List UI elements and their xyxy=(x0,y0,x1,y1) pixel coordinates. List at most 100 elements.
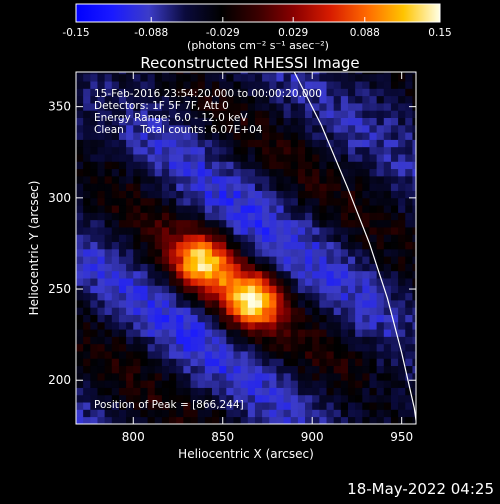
heatmap-cell xyxy=(290,197,299,206)
heatmap-cell xyxy=(233,402,242,410)
heatmap-cell xyxy=(262,241,270,250)
heatmap-cell xyxy=(104,227,113,235)
heatmap-cell xyxy=(176,387,184,396)
heatmap-cell xyxy=(412,358,416,367)
heatmap-cell xyxy=(297,197,306,206)
heatmap-cell xyxy=(247,95,256,104)
heatmap-cell xyxy=(133,329,141,337)
heatmap-cell xyxy=(169,329,177,337)
heatmap-cell xyxy=(90,351,98,359)
heatmap-cell xyxy=(140,292,148,301)
heatmap-cell xyxy=(83,402,91,410)
heatmap-cell xyxy=(233,197,242,206)
heatmap-cell xyxy=(355,299,363,308)
heatmap-cell xyxy=(412,299,416,308)
heatmap-cell xyxy=(348,227,356,235)
heatmap-cell xyxy=(133,205,141,213)
heatmap-cell xyxy=(169,146,177,155)
heatmap-cell xyxy=(290,278,299,286)
heatmap-cell xyxy=(104,314,113,323)
heatmap-cell xyxy=(390,72,399,75)
heatmap-cell xyxy=(340,248,349,257)
heatmap-cell xyxy=(219,307,227,315)
heatmap-cell xyxy=(197,278,206,286)
heatmap-cell xyxy=(161,103,170,111)
heatmap-cell xyxy=(362,343,370,352)
heatmap-cell xyxy=(140,387,148,396)
heatmap-cell xyxy=(405,88,413,97)
heatmap-cell xyxy=(348,343,356,352)
heatmap-cell xyxy=(405,154,413,162)
heatmap-cell xyxy=(376,329,385,337)
heatmap-cell xyxy=(355,168,363,177)
heatmap-cell xyxy=(140,124,148,133)
heatmap-cell xyxy=(176,299,184,308)
heatmap-cell xyxy=(319,299,327,308)
heatmap-cell xyxy=(276,394,284,403)
heatmap-cell xyxy=(233,387,242,396)
heatmap-cell xyxy=(212,372,220,381)
heatmap-cell xyxy=(262,234,270,243)
heatmap-cell xyxy=(161,285,170,294)
heatmap-cell xyxy=(326,95,335,104)
heatmap-cell xyxy=(340,358,349,367)
heatmap-cell xyxy=(111,227,120,235)
heatmap-cell xyxy=(326,241,335,250)
heatmap-cell xyxy=(154,351,163,359)
heatmap-cell xyxy=(319,88,327,97)
heatmap-cell xyxy=(104,409,113,418)
heatmap-cell xyxy=(90,256,98,264)
heatmap-cell xyxy=(147,416,156,424)
heatmap-cell xyxy=(276,117,284,126)
heatmap-cell xyxy=(104,263,113,272)
heatmap-cell xyxy=(319,372,327,381)
heatmap-cell xyxy=(190,234,199,243)
heatmap-cell xyxy=(283,190,292,199)
heatmap-cell xyxy=(319,227,327,235)
heatmap-cell xyxy=(247,241,256,250)
heatmap-cell xyxy=(412,351,416,359)
heatmap-cell xyxy=(340,132,349,140)
heatmap-cell xyxy=(254,103,263,111)
heatmap-cell xyxy=(319,103,327,111)
heatmap-cell xyxy=(147,394,156,403)
heatmap-cell xyxy=(276,387,284,396)
heatmap-cell xyxy=(312,197,320,206)
heatmap-cell xyxy=(219,292,227,301)
heatmap-cell xyxy=(190,270,199,279)
heatmap-cell xyxy=(362,351,370,359)
heatmap-cell xyxy=(254,351,263,359)
heatmap-cell xyxy=(390,292,399,301)
heatmap-cell xyxy=(233,110,242,118)
heatmap-cell xyxy=(104,402,113,410)
heatmap-cell xyxy=(340,73,349,82)
heatmap-cell xyxy=(283,329,292,337)
heatmap-cell xyxy=(204,212,213,221)
heatmap-cell xyxy=(204,190,213,199)
heatmap-cell xyxy=(183,212,191,221)
heatmap-cell xyxy=(154,227,163,235)
heatmap-cell xyxy=(348,329,356,337)
heatmap-cell xyxy=(118,387,127,396)
heatmap-cell xyxy=(383,248,392,257)
heatmap-cell xyxy=(362,161,370,170)
heatmap-cell xyxy=(383,175,392,184)
colorbar-tick-label: -0.088 xyxy=(134,27,168,39)
heatmap-cell xyxy=(147,365,156,374)
heatmap-cell xyxy=(183,241,191,250)
heatmap-cell xyxy=(126,365,134,374)
heatmap-cell xyxy=(276,88,284,97)
heatmap-cell xyxy=(405,416,413,424)
heatmap-cell xyxy=(219,81,227,89)
heatmap-cell xyxy=(247,110,256,118)
heatmap-cell xyxy=(204,95,213,104)
heatmap-cell xyxy=(233,416,242,424)
heatmap-cell xyxy=(76,321,84,330)
heatmap-cell xyxy=(326,307,335,315)
heatmap-cell xyxy=(154,132,163,140)
heatmap-cell xyxy=(147,307,156,315)
heatmap-cell xyxy=(183,307,191,315)
heatmap-cell xyxy=(262,278,270,286)
heatmap-cell xyxy=(276,161,284,170)
heatmap-cell xyxy=(133,248,141,257)
